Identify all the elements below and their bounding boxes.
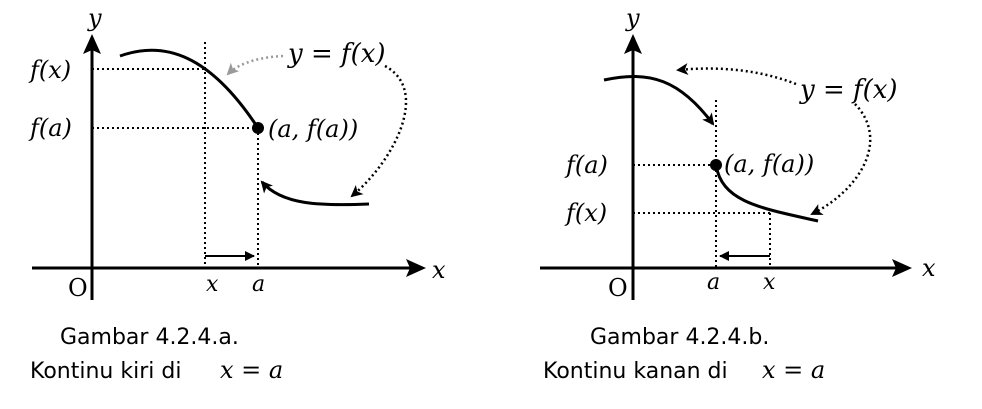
fig-a-curve-label: y = f(x) [287, 39, 386, 69]
fig-a-caption-text: Kontinu kiri di [30, 359, 181, 384]
fig-b-curve-right [714, 164, 819, 223]
fig-a-caption-math: x = a [220, 356, 283, 384]
fig-a-label-arrow-gray [226, 54, 284, 76]
fig-a-curve-right [260, 180, 370, 207]
fig-b-xtick-x: x [763, 270, 776, 295]
figure-b: y x O f(a) f(x) a x y = f(x) (a, f(a)) G… [540, 4, 936, 384]
fig-a-point-a-fa [252, 122, 264, 134]
fig-b-x-axis-arrowhead [892, 259, 912, 277]
fig-b-label-arrow-right [810, 103, 872, 216]
fig-b-label-arrow-left [676, 63, 797, 86]
fig-a-xtick-x: x [206, 272, 219, 297]
fig-a-point-label: (a, f(a)) [268, 115, 358, 143]
fig-a-label-arrow-black [350, 64, 408, 198]
fig-b-ytick-fa: f(a) [564, 151, 608, 179]
figure-a: y x O f(x) f(a) x a y = f(x) (a, f(a)) G… [28, 4, 446, 384]
fig-b-axis-x-label: x [922, 254, 936, 282]
fig-b-caption-text: Kontinu kanan di [543, 359, 728, 384]
fig-a-ytick-fa: f(a) [28, 114, 72, 142]
fig-a-caption-title: Gambar 4.2.4.a. [60, 325, 239, 350]
fig-a-axis-y-label: y [87, 4, 102, 32]
fig-a-xtick-a: a [252, 272, 265, 297]
fig-b-caption-title: Gambar 4.2.4.b. [590, 325, 769, 350]
fig-a-axis-x-label: x [432, 256, 446, 284]
fig-b-ytick-fx: f(x) [564, 199, 607, 227]
fig-b-xtick-a: a [707, 270, 720, 295]
fig-b-origin-label: O [608, 274, 628, 302]
fig-b-curve-label: y = f(x) [799, 75, 898, 105]
fig-b-curve-left [603, 74, 715, 126]
fig-b-y-axis-arrowhead [624, 34, 642, 54]
fig-b-point-label: (a, f(a)) [724, 150, 814, 178]
fig-b-point-a-fa [710, 159, 722, 171]
fig-a-x-axis-arrowhead [406, 259, 426, 277]
fig-b-caption-math: x = a [762, 356, 825, 384]
fig-a-origin-label: O [68, 274, 88, 302]
fig-b-axis-y-label: y [625, 4, 640, 32]
fig-a-y-axis-arrowhead [83, 34, 101, 54]
fig-a-ytick-fx: f(x) [28, 56, 71, 84]
fig-a-curve-left [119, 48, 260, 129]
